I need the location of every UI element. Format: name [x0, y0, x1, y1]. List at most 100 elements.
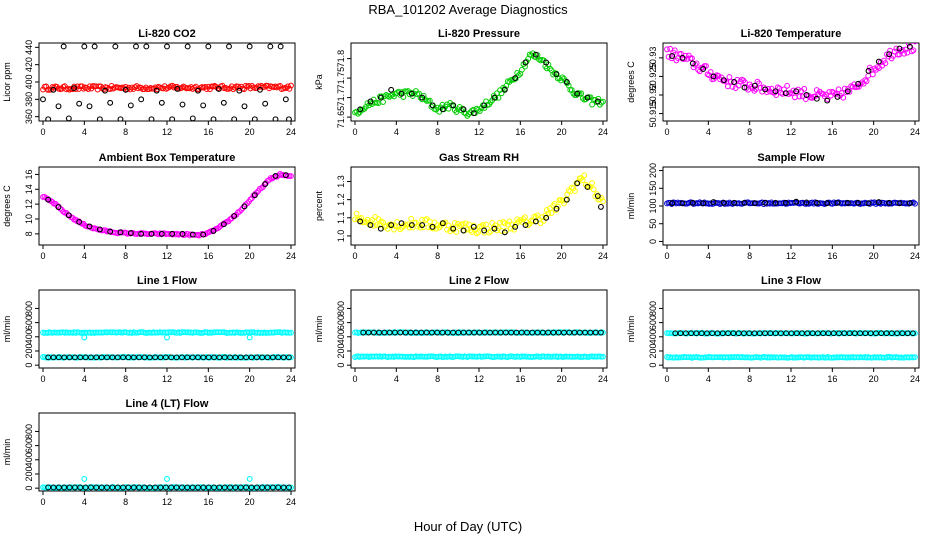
- data-point: [230, 86, 237, 93]
- data-point: [107, 99, 114, 106]
- y-tick-label: 600: [24, 438, 34, 453]
- data-point: [501, 220, 508, 227]
- x-tick-label: 0: [352, 127, 357, 137]
- panel-title: Gas Stream RH: [439, 152, 519, 164]
- y-axis-label: percent: [314, 190, 324, 221]
- data-point: [205, 354, 212, 361]
- y-tick-label: 150: [648, 181, 658, 196]
- data-point: [882, 60, 889, 67]
- data-point: [226, 43, 232, 50]
- series-temp-hourly: [669, 43, 913, 104]
- x-tick-label: 24: [598, 251, 608, 261]
- x-tick-label: 24: [286, 251, 296, 261]
- data-point: [280, 354, 287, 361]
- data-point: [168, 354, 175, 361]
- data-point: [253, 354, 260, 361]
- x-tick-label: 16: [203, 251, 213, 261]
- data-point: [179, 484, 185, 491]
- x-tick-label: 20: [245, 251, 255, 261]
- data-point: [288, 484, 294, 491]
- y-axis-label: kPa: [314, 74, 324, 90]
- data-point: [146, 354, 153, 361]
- y-axis-label: ml/min: [2, 316, 12, 343]
- data-point: [251, 116, 258, 121]
- data-point: [267, 43, 274, 50]
- data-point: [517, 217, 524, 224]
- x-tick-label: 24: [286, 127, 296, 137]
- x-tick-label: 4: [394, 127, 399, 137]
- data-point: [152, 354, 159, 361]
- data-point: [726, 74, 733, 80]
- data-point: [548, 210, 555, 216]
- y-tick-label: 360: [24, 109, 34, 124]
- data-point: [439, 220, 446, 227]
- data-point: [205, 43, 212, 50]
- data-point: [589, 101, 595, 108]
- series-rh-10min: [352, 172, 606, 237]
- y-tick-label: 400: [24, 329, 34, 344]
- data-point: [237, 484, 244, 491]
- data-point: [272, 116, 279, 121]
- data-point: [451, 220, 458, 226]
- data-point: [220, 99, 227, 106]
- data-point: [122, 86, 129, 93]
- x-tick-label: 4: [706, 374, 711, 384]
- data-point: [88, 484, 94, 491]
- series-box-temp-hourly: [45, 172, 289, 238]
- data-point: [247, 196, 254, 203]
- data-point: [875, 58, 882, 65]
- data-point: [216, 484, 223, 491]
- y-tick-label: 800: [648, 301, 658, 316]
- data-point: [574, 90, 581, 97]
- data-point: [227, 484, 233, 491]
- data-point: [76, 100, 83, 107]
- data-point: [886, 199, 893, 206]
- data-point: [896, 45, 903, 52]
- x-tick-label: 16: [203, 127, 213, 137]
- data-point: [275, 354, 282, 361]
- series-sample-flow-hourly: [669, 198, 913, 207]
- data-point: [200, 484, 207, 491]
- data-point: [487, 228, 494, 235]
- data-point: [205, 484, 212, 491]
- x-tick-label: 24: [598, 127, 608, 137]
- data-point: [141, 354, 148, 361]
- data-point: [215, 85, 222, 92]
- data-point: [840, 94, 847, 101]
- data-point: [835, 86, 842, 93]
- data-point: [429, 102, 436, 109]
- data-point: [262, 181, 269, 188]
- x-tick-label: 8: [435, 374, 440, 384]
- data-point: [189, 231, 196, 238]
- data-point: [397, 226, 404, 233]
- data-point: [173, 354, 180, 361]
- data-point: [357, 106, 364, 113]
- data-point: [179, 354, 185, 361]
- y-tick-label: 0: [24, 363, 34, 368]
- data-point: [275, 484, 282, 491]
- x-tick-label: 20: [869, 127, 879, 137]
- data-point: [906, 200, 913, 207]
- plot-area: [664, 329, 918, 361]
- x-tick-label: 16: [827, 374, 837, 384]
- data-point: [269, 484, 276, 491]
- data-point: [173, 484, 180, 491]
- data-point: [369, 216, 376, 223]
- plot-area: [40, 43, 294, 121]
- data-point: [288, 354, 294, 361]
- data-point: [66, 484, 73, 491]
- data-point: [72, 354, 78, 361]
- data-point: [700, 200, 707, 207]
- data-point: [543, 207, 550, 213]
- data-point: [55, 103, 62, 110]
- y-axis-label: degrees C: [2, 185, 12, 227]
- data-point: [419, 94, 426, 101]
- data-point: [141, 484, 148, 491]
- data-point: [731, 79, 738, 85]
- data-point: [164, 475, 170, 482]
- x-tick-label: 0: [40, 251, 45, 261]
- data-point: [803, 199, 810, 206]
- panel-pressure: Li-820 Pressure 0 4 8 12 16 20 24 71.6571.771.75…: [314, 28, 608, 137]
- data-point: [574, 180, 581, 187]
